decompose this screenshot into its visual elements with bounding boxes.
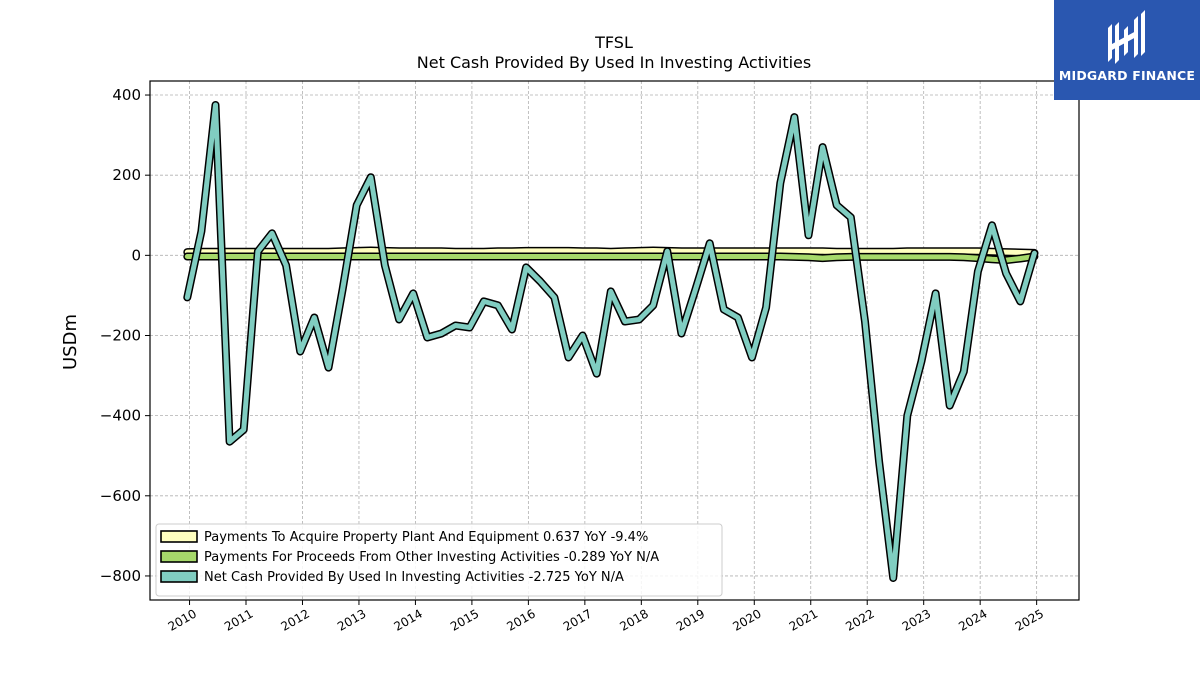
x-tick-label: 2022 xyxy=(843,606,876,633)
series-line-outline-3 xyxy=(183,101,1039,582)
legend-label-1: Payments To Acquire Property Plant And E… xyxy=(204,530,648,545)
x-tick-label: 2011 xyxy=(222,606,255,633)
x-tick-label: 2014 xyxy=(391,606,424,633)
x-tick-label: 2018 xyxy=(617,606,650,633)
legend-label-3: Net Cash Provided By Used In Investing A… xyxy=(204,570,624,585)
brand-mark-icon xyxy=(1108,10,1145,64)
chart-subtitle: Net Cash Provided By Used In Investing A… xyxy=(417,53,811,72)
x-tick-label: 2020 xyxy=(730,606,763,633)
chart-title: TFSL xyxy=(594,33,633,52)
series-line-3 xyxy=(184,102,1037,581)
x-tick-label: 2023 xyxy=(900,606,933,633)
y-tick-label: −400 xyxy=(100,407,141,425)
y-tick-label: −600 xyxy=(100,487,141,505)
legend-swatch-1 xyxy=(160,530,198,543)
plot-frame xyxy=(149,80,1080,601)
grid xyxy=(150,81,1079,600)
y-tick-label: −200 xyxy=(100,326,141,344)
x-tick-label: 2021 xyxy=(787,606,820,633)
legend-swatch-3 xyxy=(160,570,198,583)
x-tick-label: 2025 xyxy=(1013,606,1046,633)
legend-box xyxy=(155,523,723,597)
legend-label-2: Payments For Proceeds From Other Investi… xyxy=(204,550,659,565)
series-layer xyxy=(183,101,1039,582)
y-tick-label: 200 xyxy=(112,166,141,184)
y-tick-label: 400 xyxy=(112,86,141,104)
series-line-1 xyxy=(184,248,1037,256)
series-line-2 xyxy=(184,254,1037,263)
x-tick-label: 2012 xyxy=(279,606,312,633)
x-tick-label: 2016 xyxy=(504,606,537,633)
legend: Payments To Acquire Property Plant And E… xyxy=(155,523,723,597)
y-tick-label: 0 xyxy=(131,246,141,264)
x-tick-label: 2013 xyxy=(335,606,368,633)
x-tick-label: 2019 xyxy=(674,606,707,633)
x-tick-label: 2015 xyxy=(448,606,481,633)
y-tick-label: −800 xyxy=(100,567,141,585)
y-axis-label: USDm xyxy=(60,314,81,370)
x-tick-label: 2024 xyxy=(956,606,989,633)
brand-logo: MIDGARD FINANCE xyxy=(1054,0,1200,100)
brand-name: MIDGARD FINANCE xyxy=(1058,68,1196,83)
x-tick-label: 2017 xyxy=(561,606,594,633)
legend-swatch-2 xyxy=(160,550,198,563)
x-tick-label: 2010 xyxy=(166,606,199,633)
